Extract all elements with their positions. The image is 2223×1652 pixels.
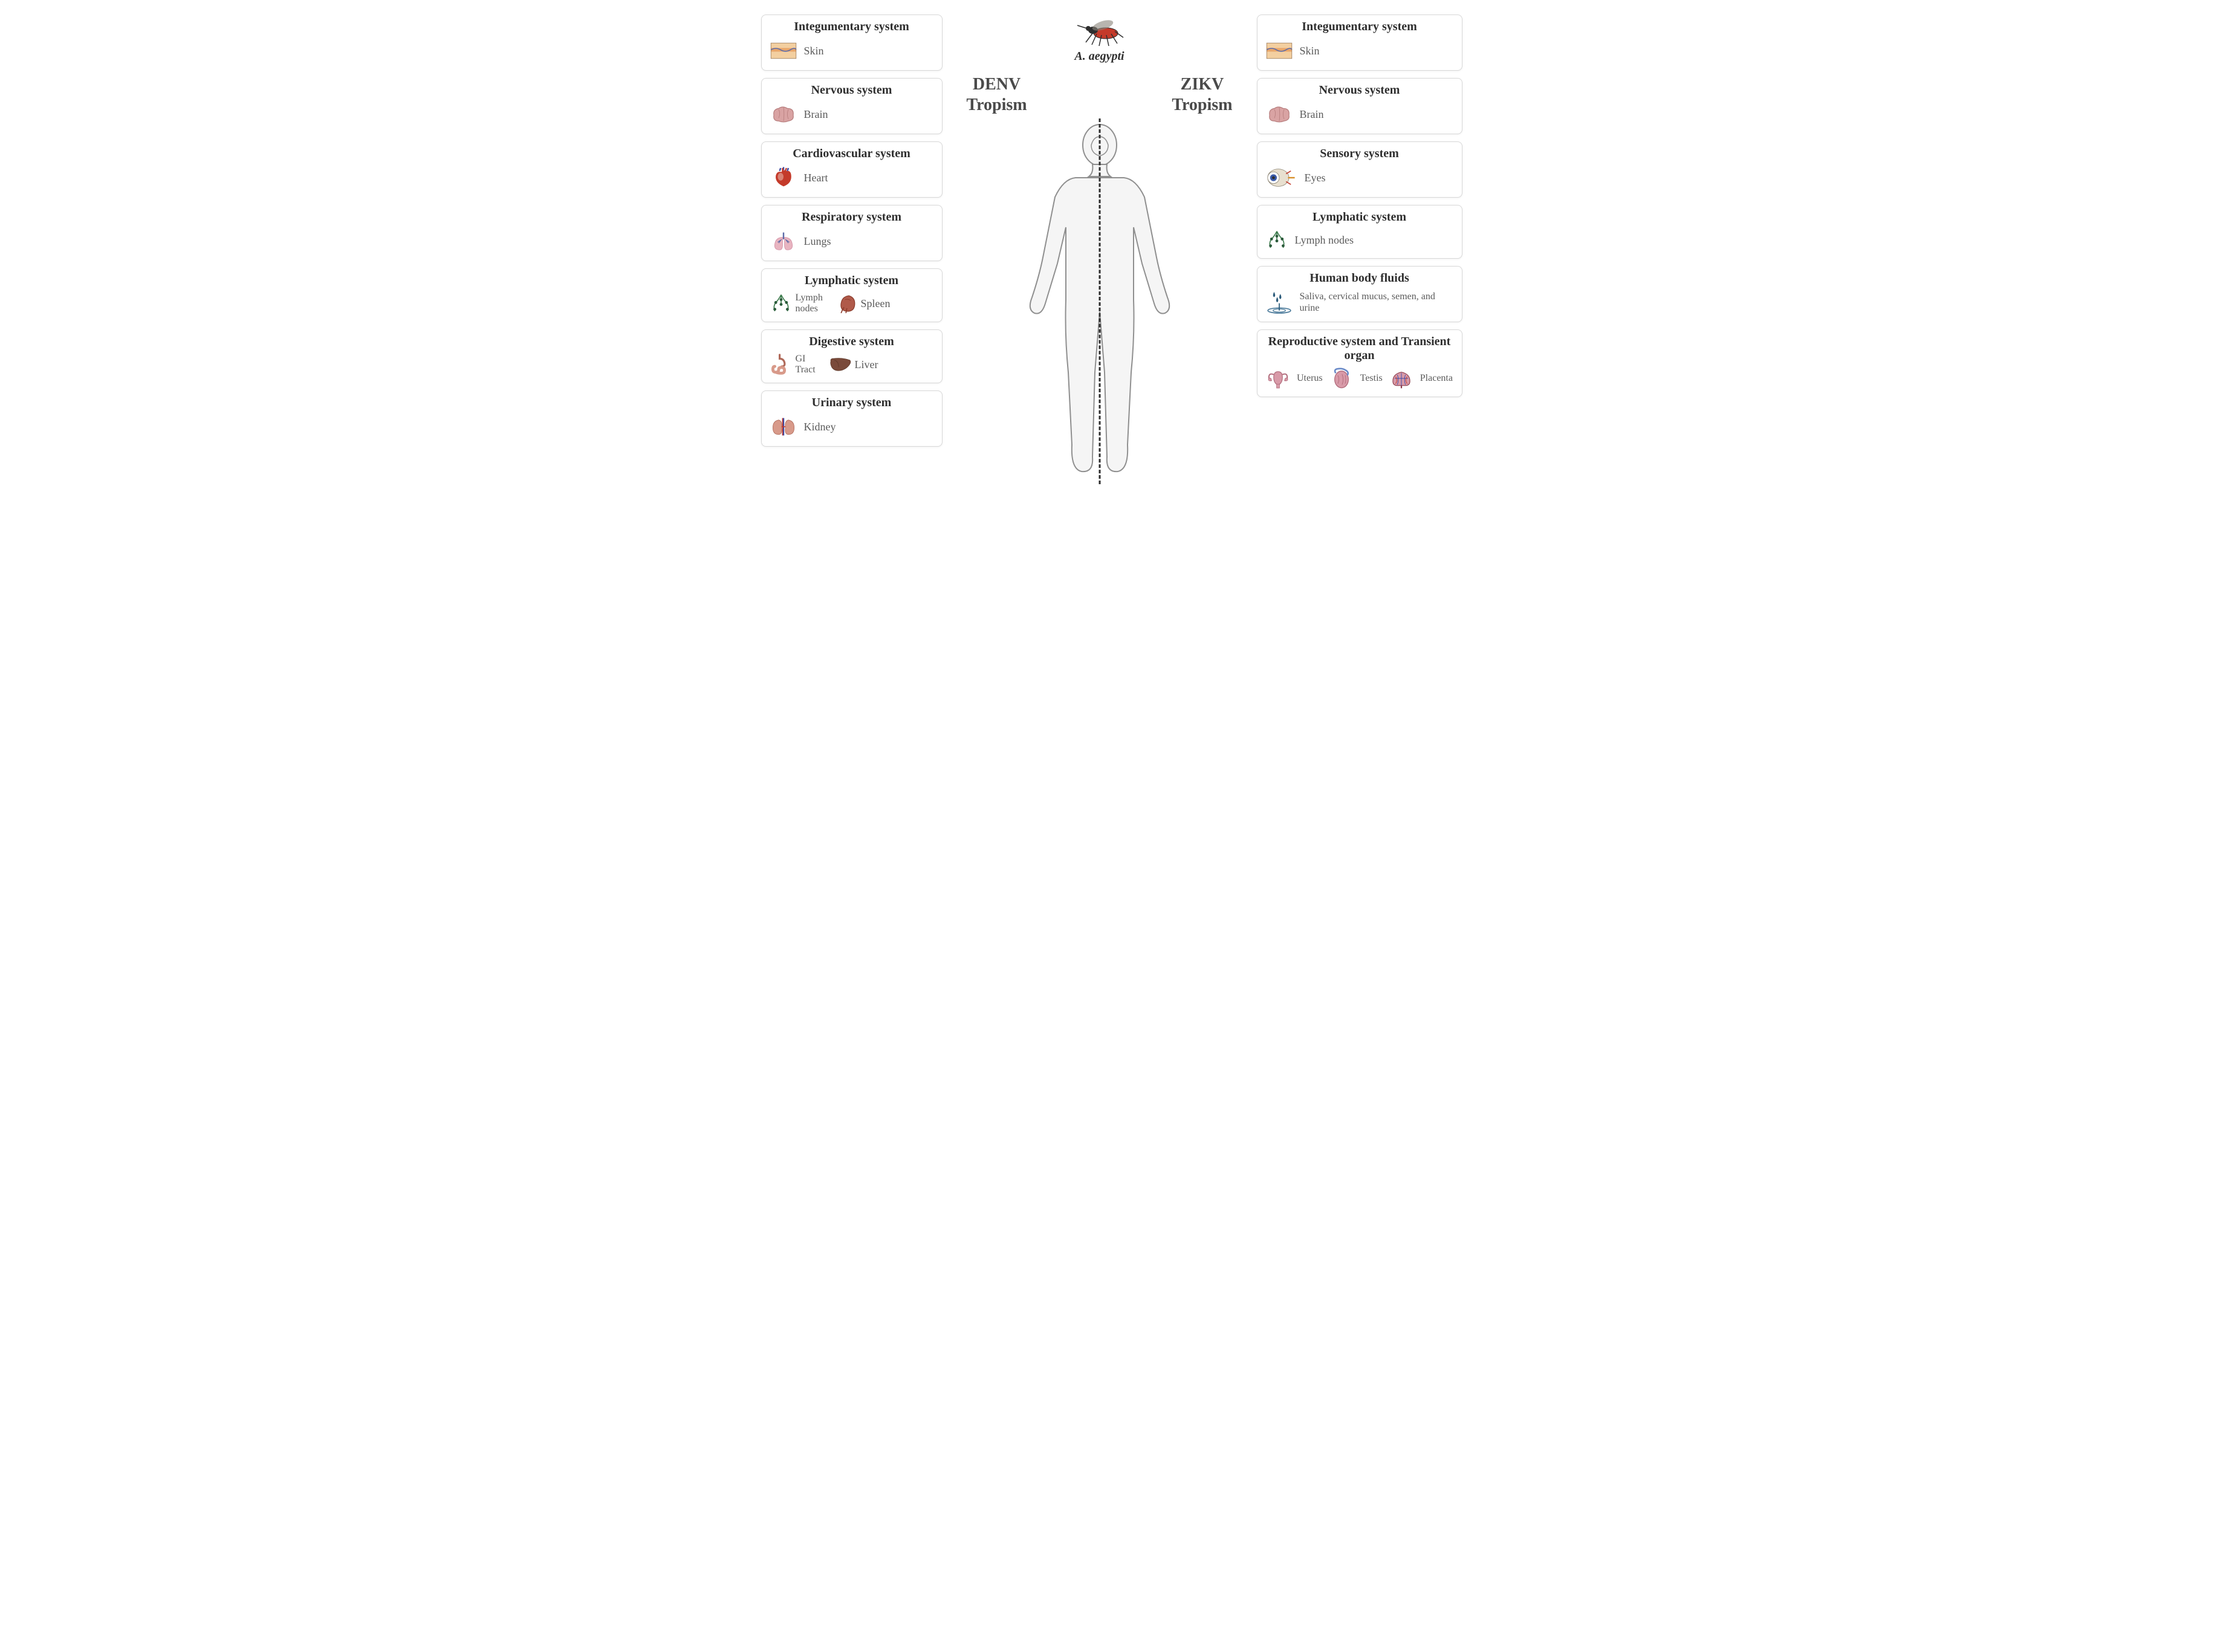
infographic-layout: Integumentary system Skin Nervous system <box>761 12 1462 484</box>
organ-label: Lymph nodes <box>1295 234 1354 247</box>
brain-icon <box>769 101 798 128</box>
kidney-icon <box>769 413 798 440</box>
card-sensory-zikv: Sensory system Eyes <box>1257 141 1462 198</box>
lymph-icon <box>1265 228 1289 252</box>
skin-icon <box>1265 37 1294 64</box>
heart-icon <box>769 164 798 191</box>
card-title: Lymphatic system <box>769 274 935 288</box>
organ-label: Saliva, cervical mucus, semen, and urine <box>1300 291 1455 314</box>
zikv-column: Integumentary system Skin Nervous system <box>1257 12 1462 397</box>
card-title: Nervous system <box>769 83 935 97</box>
denv-heading: DENV Tropism <box>967 74 1027 115</box>
organ-label: Skin <box>804 45 824 57</box>
skin-icon <box>769 37 798 64</box>
spleen-icon <box>834 291 858 316</box>
card-digestive-denv: Digestive system GI Tract Liver <box>761 329 943 383</box>
fluids-icon <box>1265 289 1294 316</box>
card-reproductive-zikv: Reproductive system and Transient organ … <box>1257 329 1462 397</box>
center-column: A. aegypti DENV Tropism ZIKV Tropism <box>949 12 1251 484</box>
card-title: Respiratory system <box>769 210 935 224</box>
organ-label: Heart <box>804 172 828 184</box>
zikv-heading: ZIKV Tropism <box>1172 74 1232 115</box>
lymph-icon <box>769 291 793 316</box>
card-nervous-denv: Nervous system Brain <box>761 78 943 134</box>
organ-label: Kidney <box>804 421 836 433</box>
organ-label: GI Tract <box>796 354 826 375</box>
card-respiratory-denv: Respiratory system Lungs <box>761 205 943 261</box>
organ-label: Brain <box>1300 108 1324 121</box>
mosquito-icon <box>1073 12 1127 48</box>
card-title: Sensory system <box>1265 147 1455 161</box>
organ-label: Eyes <box>1305 172 1326 184</box>
card-nervous-zikv: Nervous system Brain <box>1257 78 1462 134</box>
organ-label: Lymph nodes <box>796 293 832 314</box>
organ-label: Placenta <box>1420 373 1453 384</box>
brain-icon <box>1265 101 1294 128</box>
organ-label: Lungs <box>804 235 831 248</box>
card-title: Reproductive system and Transient organ <box>1265 335 1455 363</box>
card-title: Urinary system <box>769 396 935 410</box>
organ-label: Testis <box>1360 373 1383 384</box>
human-body-block <box>1003 118 1196 484</box>
card-title: Human body fluids <box>1265 271 1455 285</box>
card-lymphatic-denv: Lymphatic system Lymph nodes Spleen <box>761 268 943 322</box>
liver-icon <box>828 352 852 377</box>
vector-label: A. aegypti <box>1074 50 1124 63</box>
center-dashed-line <box>1099 118 1100 484</box>
card-title: Digestive system <box>769 335 935 349</box>
card-title: Nervous system <box>1265 83 1455 97</box>
card-urinary-denv: Urinary system Kidney <box>761 390 943 447</box>
lungs-icon <box>769 228 798 254</box>
organ-label: Skin <box>1300 45 1320 57</box>
organ-label: Uterus <box>1297 373 1323 384</box>
organ-label: Spleen <box>861 297 891 310</box>
card-title: Cardiovascular system <box>769 147 935 161</box>
card-title: Lymphatic system <box>1265 210 1455 224</box>
card-cardiovascular-denv: Cardiovascular system Heart <box>761 141 943 198</box>
card-integumentary-zikv: Integumentary system Skin <box>1257 15 1462 71</box>
card-fluids-zikv: Human body fluids Saliva, cervical mucus… <box>1257 266 1462 322</box>
organ-label: Brain <box>804 108 828 121</box>
organ-label: Liver <box>855 358 878 371</box>
card-integumentary-denv: Integumentary system Skin <box>761 15 943 71</box>
card-lymphatic-zikv: Lymphatic system Lymph nodes <box>1257 205 1462 259</box>
card-title: Integumentary system <box>1265 20 1455 34</box>
card-title: Integumentary system <box>769 20 935 34</box>
eye-icon <box>1265 164 1299 191</box>
denv-column: Integumentary system Skin Nervous system <box>761 12 943 447</box>
placenta-icon <box>1389 366 1413 390</box>
tropism-headings: DENV Tropism ZIKV Tropism <box>949 74 1251 115</box>
uterus-icon <box>1266 366 1290 390</box>
gi-icon <box>769 352 793 377</box>
testis-icon <box>1329 366 1354 390</box>
mosquito-block: A. aegypti <box>1073 12 1127 63</box>
